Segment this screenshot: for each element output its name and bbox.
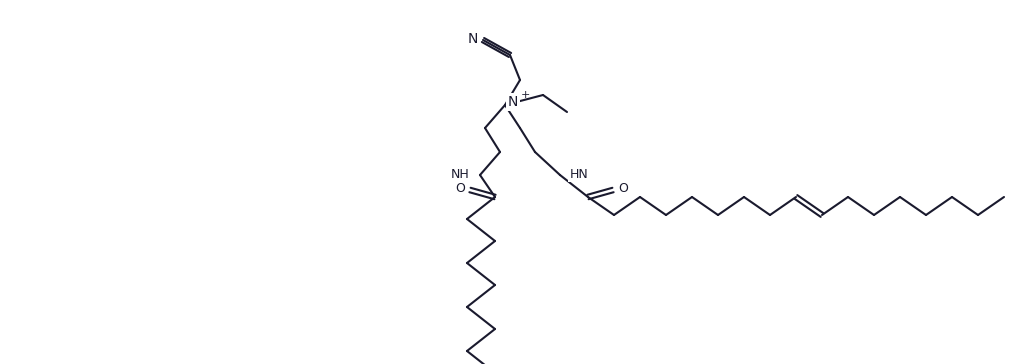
Text: HN: HN	[570, 167, 589, 181]
Text: O: O	[618, 182, 628, 195]
Text: +: +	[520, 90, 529, 100]
Text: N: N	[468, 32, 478, 46]
Text: N: N	[508, 95, 518, 109]
Text: O: O	[456, 182, 465, 195]
Text: NH: NH	[451, 167, 470, 181]
